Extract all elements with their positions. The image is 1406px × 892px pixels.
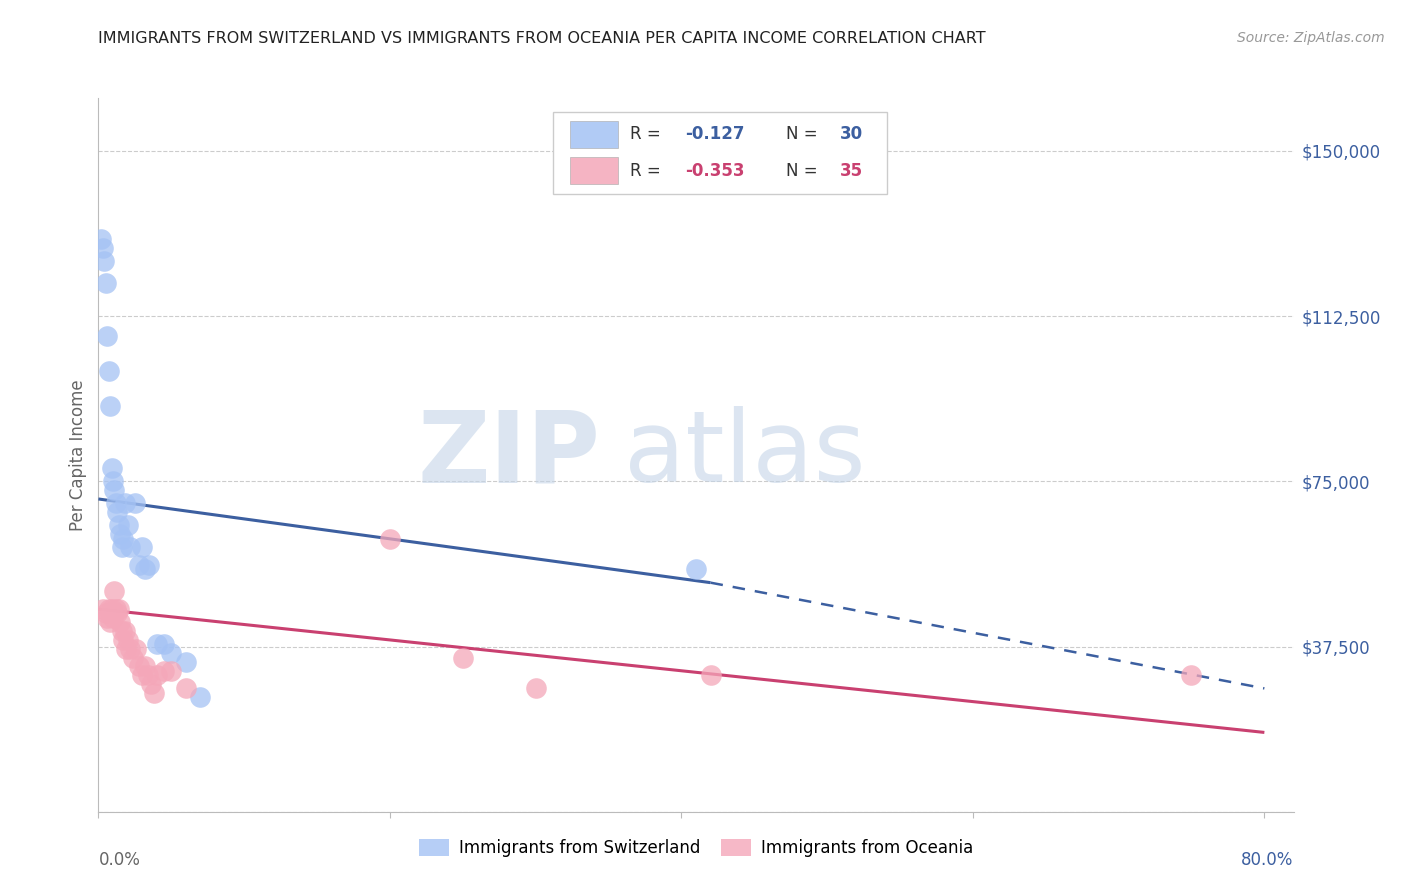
Point	[96, 329, 118, 343]
Point	[122, 650, 145, 665]
Text: -0.353: -0.353	[685, 162, 745, 180]
Y-axis label: Per Capita Income: Per Capita Income	[69, 379, 87, 531]
Point	[98, 615, 121, 630]
Point	[111, 624, 134, 639]
Point	[115, 641, 138, 656]
Point	[125, 641, 148, 656]
Point	[114, 496, 136, 510]
Point	[110, 527, 132, 541]
Point	[104, 602, 127, 616]
Text: R =: R =	[630, 162, 666, 180]
Text: 30: 30	[839, 125, 862, 143]
Point	[110, 615, 132, 630]
Point	[112, 532, 135, 546]
Point	[105, 607, 128, 621]
Point	[134, 562, 156, 576]
Point	[145, 637, 167, 651]
Point	[142, 686, 165, 700]
Text: R =: R =	[630, 125, 666, 143]
Text: 35: 35	[839, 162, 862, 180]
Text: N =: N =	[786, 125, 823, 143]
Point	[699, 668, 721, 682]
Point	[111, 541, 134, 555]
Point	[117, 518, 139, 533]
Point	[139, 677, 162, 691]
Text: atlas: atlas	[624, 407, 866, 503]
Point	[524, 681, 547, 696]
Text: -0.127: -0.127	[685, 125, 745, 143]
Point	[114, 624, 136, 639]
Point	[108, 602, 131, 616]
FancyBboxPatch shape	[553, 112, 887, 194]
Point	[131, 668, 153, 682]
Point	[90, 232, 112, 246]
Point	[128, 558, 150, 572]
Text: IMMIGRANTS FROM SWITZERLAND VS IMMIGRANTS FROM OCEANIA PER CAPITA INCOME CORRELA: IMMIGRANTS FROM SWITZERLAND VS IMMIGRANT…	[98, 31, 986, 46]
Point	[101, 475, 124, 489]
Point	[101, 611, 124, 625]
Point	[97, 364, 120, 378]
FancyBboxPatch shape	[571, 157, 619, 184]
Point	[1180, 668, 1202, 682]
Point	[100, 602, 122, 616]
Point	[153, 637, 176, 651]
Point	[451, 650, 474, 665]
Text: ZIP: ZIP	[418, 407, 600, 503]
Point	[153, 664, 176, 678]
Point	[131, 541, 153, 555]
Point	[685, 562, 707, 576]
Point	[108, 518, 131, 533]
Point	[93, 254, 115, 268]
Point	[94, 607, 117, 621]
Point	[136, 668, 159, 682]
Point	[124, 496, 146, 510]
Point	[138, 558, 160, 572]
Text: 80.0%: 80.0%	[1241, 851, 1294, 869]
Point	[174, 655, 197, 669]
Point	[100, 461, 122, 475]
Point	[91, 602, 114, 616]
Text: Source: ZipAtlas.com: Source: ZipAtlas.com	[1237, 31, 1385, 45]
Point	[103, 483, 125, 498]
Point	[190, 690, 212, 705]
Point	[120, 541, 142, 555]
Point	[145, 668, 167, 682]
Point	[96, 611, 118, 625]
FancyBboxPatch shape	[571, 121, 619, 148]
Point	[94, 276, 117, 290]
Point	[174, 681, 197, 696]
Legend: Immigrants from Switzerland, Immigrants from Oceania: Immigrants from Switzerland, Immigrants …	[412, 832, 980, 864]
Point	[117, 632, 139, 647]
Point	[160, 664, 183, 678]
Point	[91, 241, 114, 255]
Point	[120, 641, 142, 656]
Point	[97, 602, 120, 616]
Point	[104, 496, 127, 510]
Point	[160, 646, 183, 660]
Point	[105, 505, 128, 519]
Point	[98, 400, 121, 414]
Point	[378, 532, 401, 546]
Point	[134, 659, 156, 673]
Text: 0.0%: 0.0%	[98, 851, 141, 869]
Point	[128, 659, 150, 673]
Point	[103, 584, 125, 599]
Point	[112, 632, 135, 647]
Text: N =: N =	[786, 162, 823, 180]
